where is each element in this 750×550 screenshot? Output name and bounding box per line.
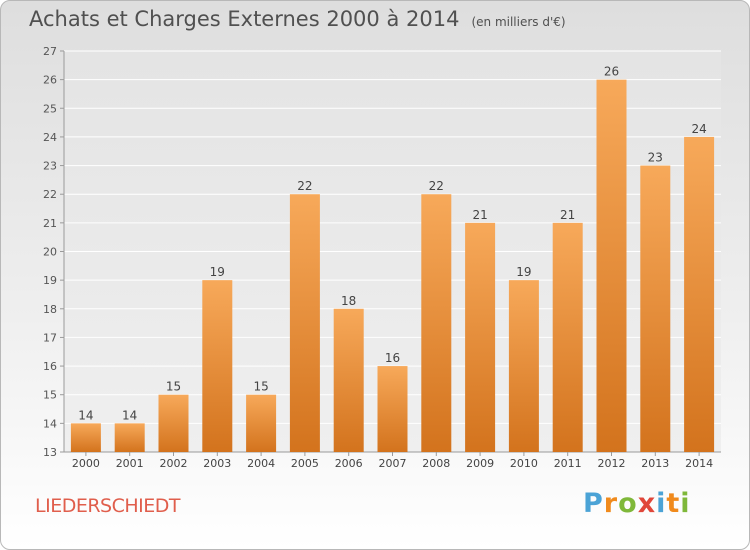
x-tick-label: 2008 <box>422 457 450 470</box>
y-tick-label: 20 <box>43 246 57 259</box>
bar-2006 <box>333 308 364 452</box>
bar-value-label: 21 <box>560 208 575 222</box>
bar-value-label: 26 <box>604 65 619 79</box>
bar-value-label: 16 <box>385 351 400 365</box>
y-tick-label: 22 <box>43 188 57 201</box>
bar-2008 <box>421 194 452 452</box>
bar-2009 <box>465 222 496 452</box>
y-tick-label: 15 <box>43 389 57 402</box>
bar-2007 <box>377 366 408 452</box>
x-tick-label: 2011 <box>554 457 582 470</box>
bar-value-label: 23 <box>648 151 663 165</box>
bar-value-label: 24 <box>691 122 706 136</box>
bar-2000 <box>70 423 101 452</box>
bar-2013 <box>640 165 671 453</box>
bar-value-label: 14 <box>122 408 137 422</box>
y-tick-label: 14 <box>43 417 57 430</box>
logo-letter: i <box>680 488 691 519</box>
bar-value-label: 22 <box>297 179 312 193</box>
y-tick-label: 24 <box>43 131 57 144</box>
y-tick-label: 16 <box>43 360 57 373</box>
bar-value-label: 14 <box>78 408 93 422</box>
bar-value-label: 22 <box>429 179 444 193</box>
x-tick-label: 2005 <box>291 457 319 470</box>
logo-letter: o <box>618 488 638 519</box>
logo-letter: P <box>583 488 604 519</box>
bar-2003 <box>202 280 233 452</box>
chart-title: Achats et Charges Externes 2000 à 2014 (e… <box>29 7 566 31</box>
bar-2004 <box>246 394 277 452</box>
bar-2001 <box>114 423 145 452</box>
logo-letter: x <box>637 488 657 519</box>
x-tick-label: 2012 <box>598 457 626 470</box>
x-tick-label: 2013 <box>641 457 669 470</box>
bar-2012 <box>596 79 627 453</box>
bar-2014 <box>684 136 715 452</box>
y-tick-label: 25 <box>43 102 57 115</box>
bar-2005 <box>289 194 320 452</box>
logo-letter: r <box>603 488 619 519</box>
x-tick-label: 2002 <box>160 457 188 470</box>
x-tick-label: 2004 <box>247 457 275 470</box>
bar-value-label: 19 <box>516 265 531 279</box>
bar-2002 <box>158 394 189 452</box>
proxiti-logo[interactable]: Proxiti <box>583 488 691 519</box>
x-tick-label: 2014 <box>685 457 713 470</box>
logo-letter: i <box>656 488 667 519</box>
y-tick-label: 18 <box>43 303 57 316</box>
bar-2011 <box>552 222 583 452</box>
bar-value-label: 21 <box>472 208 487 222</box>
x-tick-label: 2001 <box>116 457 144 470</box>
bar-value-label: 15 <box>166 380 181 394</box>
x-tick-label: 2006 <box>335 457 363 470</box>
bar-2010 <box>508 280 539 452</box>
y-tick-label: 23 <box>43 160 57 173</box>
chart-title-text: Achats et Charges Externes 2000 à 2014 <box>29 7 460 31</box>
x-tick-label: 2000 <box>72 457 100 470</box>
x-tick-label: 2009 <box>466 457 494 470</box>
bar-value-label: 19 <box>210 265 225 279</box>
bar-value-label: 15 <box>253 380 268 394</box>
x-tick-label: 2010 <box>510 457 538 470</box>
commune-name: LIEDERSCHIEDT <box>35 495 181 517</box>
y-tick-label: 26 <box>43 74 57 87</box>
y-tick-label: 27 <box>43 45 57 58</box>
logo-letter: t <box>666 488 681 519</box>
y-tick-label: 19 <box>43 274 57 287</box>
x-tick-label: 2003 <box>203 457 231 470</box>
y-tick-label: 13 <box>43 446 57 459</box>
x-tick-label: 2007 <box>379 457 407 470</box>
y-tick-label: 21 <box>43 217 57 230</box>
bar-value-label: 18 <box>341 294 356 308</box>
y-tick-label: 17 <box>43 331 57 344</box>
chart-subtitle: (en milliers d'€) <box>471 15 566 29</box>
